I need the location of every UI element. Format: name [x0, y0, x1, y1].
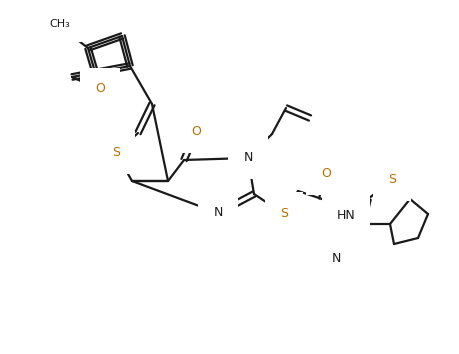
Text: S: S: [112, 147, 120, 160]
Text: HN: HN: [336, 210, 355, 223]
Text: N: N: [330, 251, 340, 264]
Text: S: S: [387, 173, 395, 187]
Text: N: N: [213, 206, 222, 219]
Text: O: O: [320, 167, 330, 181]
Text: CH₃: CH₃: [50, 19, 70, 29]
Text: N: N: [243, 152, 252, 165]
Text: O: O: [190, 126, 201, 138]
Text: O: O: [95, 82, 105, 96]
Text: S: S: [280, 207, 287, 221]
